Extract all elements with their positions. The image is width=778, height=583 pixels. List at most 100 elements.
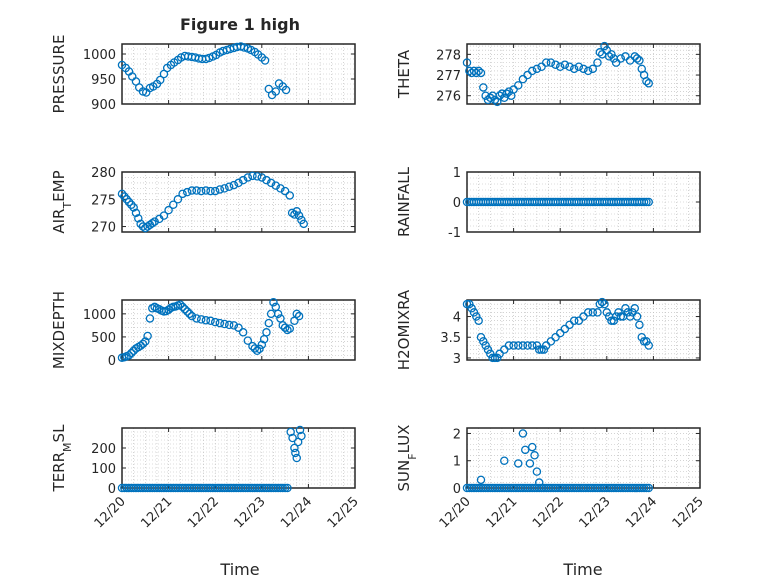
data-point [248, 341, 257, 351]
subplot-pressure: 900 950 1000 PRESSURE [50, 35, 356, 113]
data-point [602, 308, 612, 317]
data-point [527, 442, 537, 452]
data-point [474, 66, 483, 76]
data-point [527, 341, 537, 350]
data-point [574, 62, 584, 72]
y-tick-label: 0 [108, 482, 116, 497]
data-point [630, 304, 640, 313]
data-point [579, 312, 588, 321]
y-axis-label: AIRTEMP [50, 170, 74, 233]
data-point [229, 321, 239, 330]
data-point [579, 64, 588, 74]
data-point [488, 353, 497, 363]
data-point [600, 41, 609, 51]
data-point [257, 173, 267, 182]
data-point [574, 316, 584, 325]
x-tick-label: 12/21 [138, 494, 175, 531]
data-point [569, 64, 579, 74]
data-point [117, 189, 127, 199]
data-point [539, 345, 549, 354]
y-tick-label: 277 [436, 69, 461, 84]
data-point [486, 93, 495, 103]
data-point [635, 56, 644, 65]
y-tick-label: 0 [453, 482, 461, 497]
data-point [593, 58, 602, 67]
y-tick-label: -1 [448, 226, 461, 241]
data-point [476, 68, 486, 78]
data-point [238, 175, 248, 185]
data-point [495, 349, 504, 359]
y-axis-label: H2OMIXRA [395, 289, 413, 370]
data-point [122, 195, 131, 204]
data-point [500, 456, 509, 465]
data-point [285, 191, 295, 200]
data-point [635, 320, 644, 330]
data-point [178, 189, 187, 199]
data-point [604, 52, 614, 61]
data-point [281, 85, 291, 95]
data-point [462, 58, 472, 67]
data-point [623, 308, 633, 317]
data-point [644, 483, 653, 493]
y-tick-label: 0 [453, 196, 461, 211]
subplot-sun_flux: 12/20 12/21 12/22 12/23 12/24 12/25 0 1 2 SUNFLUX [395, 425, 707, 532]
data-point [271, 181, 281, 190]
data-point [229, 180, 239, 190]
data-point [210, 317, 220, 327]
data-point [518, 74, 528, 84]
data-point [299, 219, 308, 229]
data-point [588, 308, 598, 317]
data-point [532, 467, 542, 476]
data-point [532, 341, 542, 350]
data-point [500, 345, 509, 354]
data-point [583, 308, 593, 317]
subplot-terr_msl: 12/20 12/21 12/22 12/23 12/24 12/25 0 100 200 TER… [50, 424, 362, 531]
y-axis-label: THETA [395, 49, 413, 99]
x-tick-label: 12/21 [483, 494, 520, 531]
x-tick-label: 12/25 [670, 494, 707, 531]
data-point [532, 64, 542, 74]
data-point [509, 85, 518, 94]
data-point [527, 66, 537, 76]
data-point [136, 341, 145, 350]
data-point [583, 66, 593, 76]
data-point [129, 203, 138, 212]
y-tick-label: 278 [436, 48, 461, 63]
data-point [143, 331, 152, 341]
data-point [609, 316, 619, 325]
data-point [642, 197, 651, 207]
y-tick-label: 100 [91, 462, 116, 477]
data-point [204, 53, 214, 63]
y-tick-label: 2 [453, 427, 461, 442]
data-point [124, 197, 134, 207]
data-point [632, 54, 642, 63]
x-axis-label-left: Time [219, 560, 259, 579]
y-tick-label: 950 [91, 73, 116, 88]
data-point [518, 429, 528, 438]
data-point [285, 324, 295, 333]
y-tick-label: 3 [453, 352, 461, 367]
data-point [621, 304, 630, 313]
data-point [292, 207, 301, 216]
x-tick-label: 12/25 [325, 494, 362, 531]
data-point [490, 95, 500, 105]
data-point [525, 459, 535, 468]
data-point [278, 321, 288, 330]
data-point [278, 483, 288, 493]
x-tick-label: 12/23 [577, 494, 614, 531]
data-point [182, 187, 192, 197]
data-point [276, 184, 285, 193]
y-tick-label: 0 [108, 354, 116, 369]
data-point [481, 341, 490, 350]
data-point [155, 75, 165, 85]
data-point [292, 453, 301, 463]
data-point [271, 87, 281, 96]
y-tick-label: 3.5 [440, 331, 461, 346]
data-point [210, 186, 220, 196]
data-point [145, 314, 155, 323]
data-point [476, 475, 486, 485]
data-point [141, 337, 150, 346]
y-tick-label: 1 [453, 455, 461, 470]
data-point [472, 68, 481, 78]
data-point [173, 195, 183, 204]
